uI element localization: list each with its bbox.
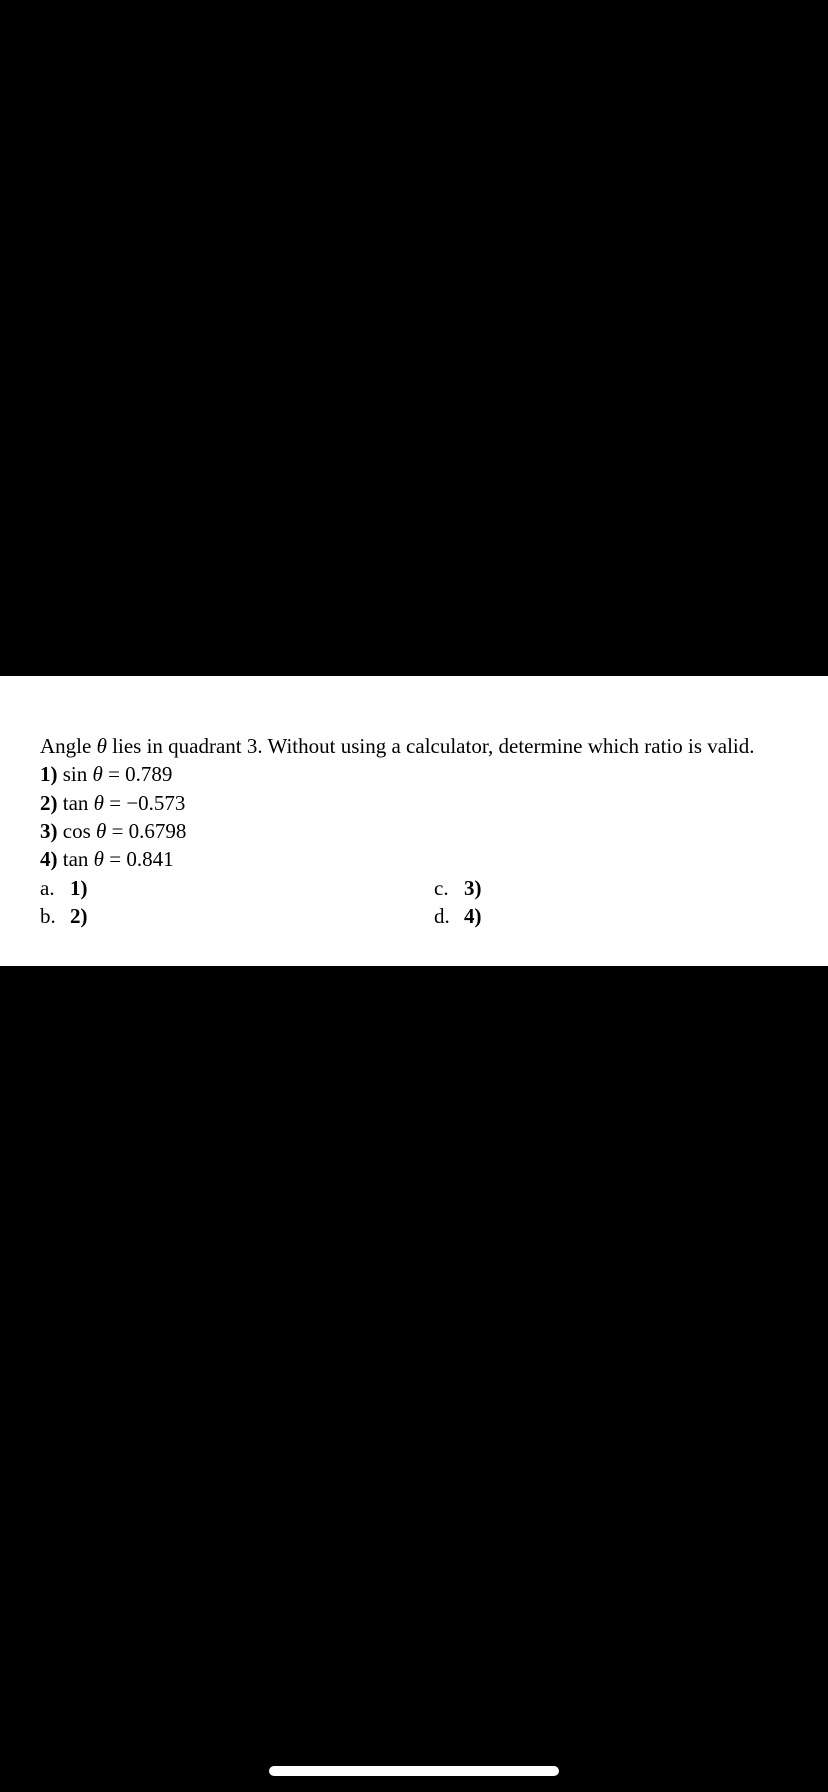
option-c-value: 3) (464, 874, 482, 902)
statement-4: 4) tan θ = 0.841 (40, 845, 788, 873)
statement-1-num: 1) (40, 762, 58, 786)
statement-1-theta: θ (93, 762, 103, 786)
statements-list: 1) sin θ = 0.789 2) tan θ = −0.573 3) co… (40, 760, 788, 873)
option-a: a. 1) (40, 874, 434, 902)
statement-4-theta: θ (94, 847, 104, 871)
option-d-value: 4) (464, 902, 482, 930)
statement-2-func: tan (58, 791, 94, 815)
home-indicator[interactable] (269, 1766, 559, 1776)
options-right-column: c. 3) d. 4) (434, 874, 482, 931)
statement-2: 2) tan θ = −0.573 (40, 789, 788, 817)
statement-3-func: cos (58, 819, 97, 843)
option-a-value: 1) (70, 874, 88, 902)
option-c: c. 3) (434, 874, 482, 902)
option-b: b. 2) (40, 902, 434, 930)
option-c-letter: c. (434, 874, 464, 902)
option-b-letter: b. (40, 902, 70, 930)
option-d-letter: d. (434, 902, 464, 930)
option-d: d. 4) (434, 902, 482, 930)
statement-3-num: 3) (40, 819, 58, 843)
question-text: Angle θ lies in quadrant 3. Without usin… (40, 732, 788, 760)
statement-3-theta: θ (96, 819, 106, 843)
statement-4-func: tan (58, 847, 94, 871)
option-b-value: 2) (70, 902, 88, 930)
theta-symbol: θ (97, 734, 107, 758)
option-a-letter: a. (40, 874, 70, 902)
statement-1-func: sin (58, 762, 93, 786)
question-prefix: Angle (40, 734, 97, 758)
statement-1-val: = 0.789 (103, 762, 173, 786)
statement-4-val: = 0.841 (104, 847, 174, 871)
statement-2-theta: θ (94, 791, 104, 815)
statement-3: 3) cos θ = 0.6798 (40, 817, 788, 845)
document-region: Angle θ lies in quadrant 3. Without usin… (0, 676, 828, 966)
statement-3-val: = 0.6798 (106, 819, 186, 843)
statement-1: 1) sin θ = 0.789 (40, 760, 788, 788)
options-container: a. 1) b. 2) c. 3) d. 4) (40, 874, 788, 931)
question-suffix: lies in quadrant 3. Without using a calc… (107, 734, 755, 758)
statement-4-num: 4) (40, 847, 58, 871)
options-left-column: a. 1) b. 2) (40, 874, 434, 931)
statement-2-num: 2) (40, 791, 58, 815)
statement-2-val: = −0.573 (104, 791, 185, 815)
